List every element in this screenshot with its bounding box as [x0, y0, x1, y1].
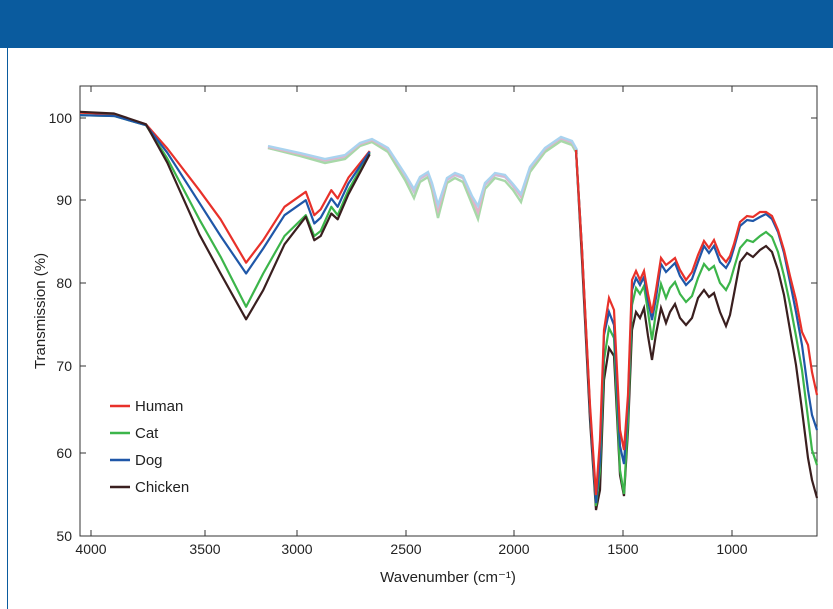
left-border-rule — [7, 48, 8, 609]
x-tick-4000: 4000 — [75, 86, 107, 557]
series-line-chicken — [79, 110, 371, 321]
legend-item-dog: Dog — [110, 452, 163, 469]
x-tick-label: 3500 — [189, 541, 220, 557]
x-tick-2000: 2000 — [498, 86, 530, 557]
x-tick-2500: 2500 — [390, 86, 422, 557]
series-line-dog — [79, 114, 371, 275]
x-tick-label: 1500 — [607, 541, 638, 557]
x-tick-1500: 1500 — [607, 86, 639, 557]
legend: Human Cat Dog Chicken — [110, 398, 189, 496]
pastel-overlay-traces — [267, 135, 579, 223]
header-band — [0, 0, 833, 48]
fingerprint-region-traces — [574, 149, 819, 511]
x-tick-1000: 1000 — [716, 86, 748, 557]
x-tick-label: 4000 — [75, 541, 106, 557]
y-tick-100: 100 — [49, 110, 817, 126]
legend-label-human: Human — [135, 398, 183, 415]
plot-area — [79, 85, 818, 537]
x-tick-label: 3000 — [281, 541, 312, 557]
y-tick-label: 60 — [56, 445, 72, 461]
x-ticks: 4000 3500 3000 2500 2000 1500 1000 — [75, 86, 748, 557]
y-tick-50: 50 — [56, 528, 817, 544]
x-axis-title: Wavenumber (cm⁻¹) — [380, 569, 516, 586]
y-axis-title: Transmission (%) — [32, 253, 49, 369]
y-tick-70: 70 — [56, 358, 817, 374]
x-tick-label: 2500 — [390, 541, 421, 557]
legend-item-chicken: Chicken — [110, 479, 189, 496]
y-tick-label: 50 — [56, 528, 72, 544]
x-tick-3000: 3000 — [281, 86, 313, 557]
legend-item-cat: Cat — [110, 425, 159, 442]
pastel-trace — [267, 135, 579, 210]
y-tick-label: 90 — [56, 192, 72, 208]
y-tick-90: 90 — [56, 192, 817, 208]
legend-label-dog: Dog — [135, 452, 163, 469]
x-tick-label: 2000 — [498, 541, 529, 557]
x-tick-3500: 3500 — [189, 86, 221, 557]
x-tick-label: 1000 — [716, 541, 747, 557]
fingerprint-trace-human — [574, 149, 819, 496]
series-lines — [79, 110, 371, 321]
y-tick-label: 80 — [56, 275, 72, 291]
legend-item-human: Human — [110, 398, 183, 415]
series-line-human — [79, 111, 371, 264]
legend-label-chicken: Chicken — [135, 479, 189, 496]
y-tick-label: 70 — [56, 358, 72, 374]
legend-label-cat: Cat — [135, 425, 159, 442]
y-tick-80: 80 — [56, 275, 817, 291]
pastel-trace — [267, 139, 579, 223]
y-tick-label: 100 — [49, 110, 73, 126]
y-ticks: 50 60 70 80 90 100 — [49, 110, 817, 544]
